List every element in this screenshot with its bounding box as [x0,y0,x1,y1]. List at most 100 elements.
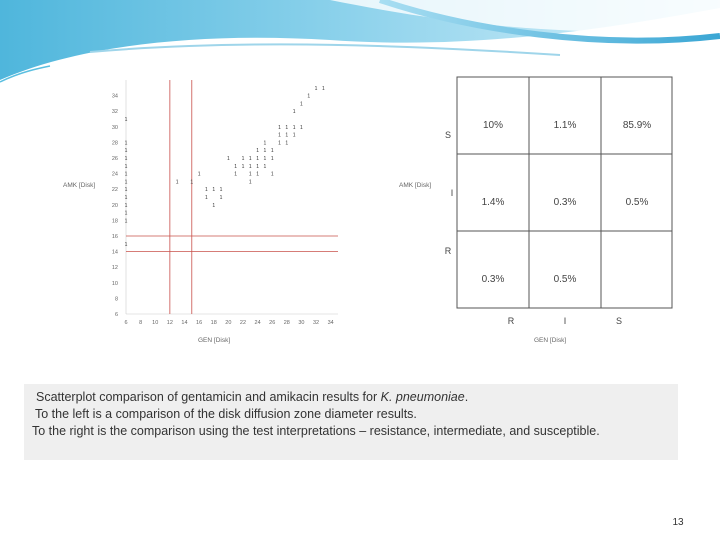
y-tick-label: 6 [115,312,118,318]
x-tick-label: 26 [269,320,275,326]
y-tick-label: 10 [112,281,118,287]
data-point: 1 [256,156,259,162]
data-point: 1 [198,172,201,178]
col-label-r: R [508,316,515,326]
data-point: 1 [125,218,128,224]
data-point: 1 [278,140,281,146]
data-point: 1 [125,187,128,193]
data-point: 1 [300,125,303,131]
x-axis-label: GEN [Disk] [198,337,230,344]
y-tick-label: 22 [112,187,118,193]
x-tick-label: 22 [240,320,246,326]
data-point: 1 [125,148,128,154]
row-label-i: I [451,188,454,198]
data-point: 1 [285,125,288,131]
y-tick-label: 20 [112,203,118,209]
data-point: 1 [125,172,128,178]
x-tick-label: 24 [255,320,261,326]
x-axis-label: GEN [Disk] [534,337,566,344]
col-label-s: S [616,316,622,326]
caption-line-1-text: Scatterplot comparison of gentamicin and… [36,390,381,404]
data-point: 1 [220,195,223,201]
caption-line-1: Scatterplot comparison of gentamicin and… [36,390,468,404]
data-point: 1 [322,86,325,92]
data-point: 1 [220,187,223,193]
data-point: 1 [264,148,267,154]
data-point: 1 [278,133,281,139]
data-point: 1 [300,101,303,107]
caption-line-3: To the right is the comparison using the… [32,424,600,438]
x-tick-label: 16 [196,320,202,326]
cell-i-i: 0.3% [554,197,577,208]
y-tick-label: 30 [112,125,118,131]
y-tick-label: 8 [115,296,118,302]
organism-name: K. pneumoniae [380,390,465,404]
data-point: 1 [315,86,318,92]
y-tick-label: 26 [112,156,118,162]
data-point: 1 [285,140,288,146]
data-point: 1 [125,140,128,146]
x-tick-label: 18 [211,320,217,326]
y-axis-ticks: 6 8 10 12 14 16 18 20 22 24 26 28 30 32 34 [112,94,118,318]
cell-i-s: 0.5% [626,197,649,208]
data-point: 1 [125,211,128,217]
figure-caption: Scatterplot comparison of gentamicin and… [24,384,678,460]
data-point: 1 [285,133,288,139]
data-point: 1 [264,164,267,170]
cell-r-i: 0.5% [554,274,577,285]
data-point: 1 [125,156,128,162]
data-point: 1 [125,164,128,170]
data-point: 1 [271,156,274,162]
y-axis-label: AMK [Disk] [399,182,431,189]
cell-s-r: 10% [483,120,503,131]
cell-i-r: 1.4% [482,197,505,208]
x-tick-label: 12 [167,320,173,326]
caption-line-2: To the left is a comparison of the disk … [35,407,417,421]
data-point: 1 [125,179,128,185]
y-tick-label: 34 [112,94,118,100]
data-point: 1 [125,195,128,201]
x-tick-label: 28 [284,320,290,326]
col-label-i: I [564,316,567,326]
page-number: 13 [672,517,684,528]
data-point: 1 [242,164,245,170]
data-point: 1 [264,140,267,146]
y-tick-label: 24 [112,172,118,178]
data-point: 1 [256,164,259,170]
row-label-s: S [445,130,451,140]
data-point: 1 [234,172,237,178]
data-point: 1 [234,164,237,170]
data-point: 1 [212,203,215,209]
y-tick-label: 32 [112,109,118,115]
x-tick-label: 20 [225,320,231,326]
data-point: 1 [125,117,128,123]
data-point: 1 [249,164,252,170]
y-axis-label: AMK [Disk] [63,182,95,189]
y-tick-label: 28 [112,140,118,146]
data-point: 1 [190,179,193,185]
data-point: 1 [212,187,215,193]
y-tick-label: 12 [112,265,118,271]
data-point: 1 [249,172,252,178]
caption-line-1-end: . [464,390,469,404]
data-point: 1 [249,179,252,185]
data-point: 1 [256,172,259,178]
x-tick-label: 34 [328,320,334,326]
data-point: 1 [125,203,128,209]
interpretation-chart: 10% 1.1% 85.9% 1.4% 0.3% 0.5% 0.3% 0.5% … [399,76,673,344]
data-point: 1 [256,148,259,154]
data-point: 1 [271,172,274,178]
x-tick-label: 10 [152,320,158,326]
cell-r-r: 0.3% [482,274,505,285]
data-point: 1 [271,148,274,154]
y-tick-label: 14 [112,250,118,256]
x-tick-label: 30 [298,320,304,326]
x-tick-label: 14 [181,320,187,326]
header-banner [0,0,720,83]
cell-s-i: 1.1% [554,120,577,131]
data-point: 1 [264,156,267,162]
data-point: 1 [249,156,252,162]
data-point: 1 [242,156,245,162]
